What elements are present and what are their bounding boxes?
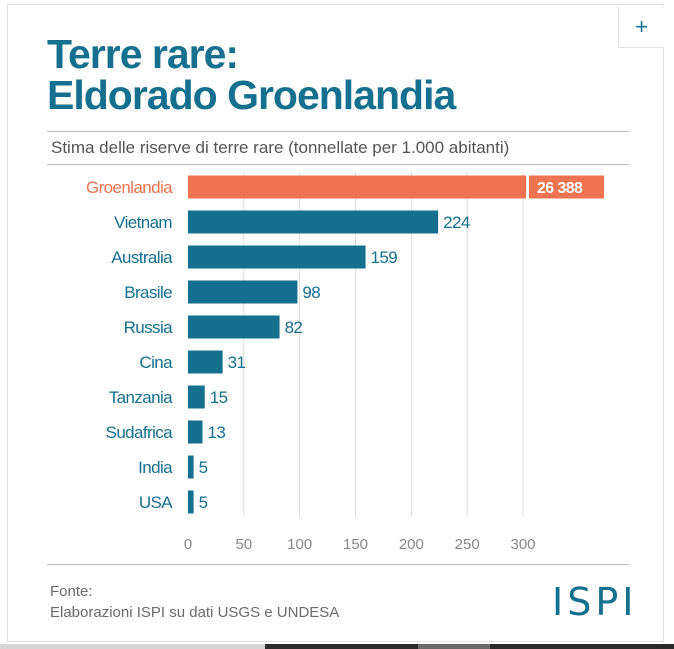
bottom-bar-mid bbox=[418, 644, 490, 649]
bar-usa bbox=[188, 490, 194, 514]
chart-card bbox=[7, 4, 664, 642]
chart-title: Terre rare: Eldorado Groenlandia bbox=[47, 31, 456, 118]
x-tick-label: 150 bbox=[343, 536, 368, 553]
axis-break-mark bbox=[526, 175, 529, 199]
bar-australia bbox=[188, 245, 366, 269]
subtitle-bottom-rule bbox=[47, 164, 629, 165]
category-label: Groenlandia bbox=[86, 178, 173, 197]
bar-vietnam bbox=[188, 210, 439, 234]
value-label: 5 bbox=[199, 458, 208, 477]
value-label: 98 bbox=[302, 283, 320, 302]
chart-title-line-2: Eldorado Groenlandia bbox=[47, 72, 456, 118]
x-tick-label: 200 bbox=[399, 536, 424, 553]
x-tick-label: 250 bbox=[455, 536, 480, 553]
category-label: USA bbox=[139, 493, 173, 512]
x-tick-label: 50 bbox=[235, 536, 252, 553]
value-label: 26 388 bbox=[537, 180, 583, 197]
bar-india bbox=[188, 455, 194, 479]
x-tick-label: 300 bbox=[510, 536, 535, 553]
chart-subtitle: Stima delle riserve di terre rare (tonne… bbox=[51, 138, 510, 157]
category-label: Sudafrica bbox=[106, 423, 174, 442]
category-label: Vietnam bbox=[114, 213, 172, 232]
x-tick-label: 0 bbox=[184, 536, 192, 553]
bar-sudafrica bbox=[188, 420, 203, 444]
value-label: 224 bbox=[443, 213, 470, 232]
category-label: India bbox=[138, 458, 173, 477]
value-label: 159 bbox=[371, 248, 398, 267]
value-label: 15 bbox=[210, 388, 228, 407]
value-label: 5 bbox=[199, 493, 208, 512]
bar-tanzania bbox=[188, 385, 205, 409]
bottom-scrollbar bbox=[0, 644, 674, 649]
ispi-logo: ISPI bbox=[552, 580, 638, 624]
value-label: 82 bbox=[285, 318, 303, 337]
category-label: Russia bbox=[124, 318, 174, 337]
source-text: Elaborazioni ISPI su dati USGS e UNDESA bbox=[50, 604, 340, 621]
subtitle-top-rule bbox=[47, 131, 629, 132]
footer-rule bbox=[47, 564, 629, 565]
source-label: Fonte: bbox=[50, 583, 93, 600]
chart-title-line-1: Terre rare: bbox=[47, 31, 239, 77]
expand-button[interactable]: + bbox=[618, 6, 664, 48]
bar-groenlandia bbox=[188, 175, 604, 199]
bar-cina bbox=[188, 350, 223, 374]
bar-russia bbox=[188, 315, 280, 339]
bar-brasile bbox=[188, 280, 298, 304]
category-label: Tanzania bbox=[109, 388, 173, 407]
x-tick-label: 100 bbox=[287, 536, 312, 553]
category-label: Cina bbox=[139, 353, 173, 372]
category-label: Brasile bbox=[124, 283, 172, 302]
value-label: 13 bbox=[208, 423, 226, 442]
value-label: 31 bbox=[228, 353, 246, 372]
plus-icon: + bbox=[635, 13, 648, 39]
category-label: Australia bbox=[111, 248, 173, 267]
